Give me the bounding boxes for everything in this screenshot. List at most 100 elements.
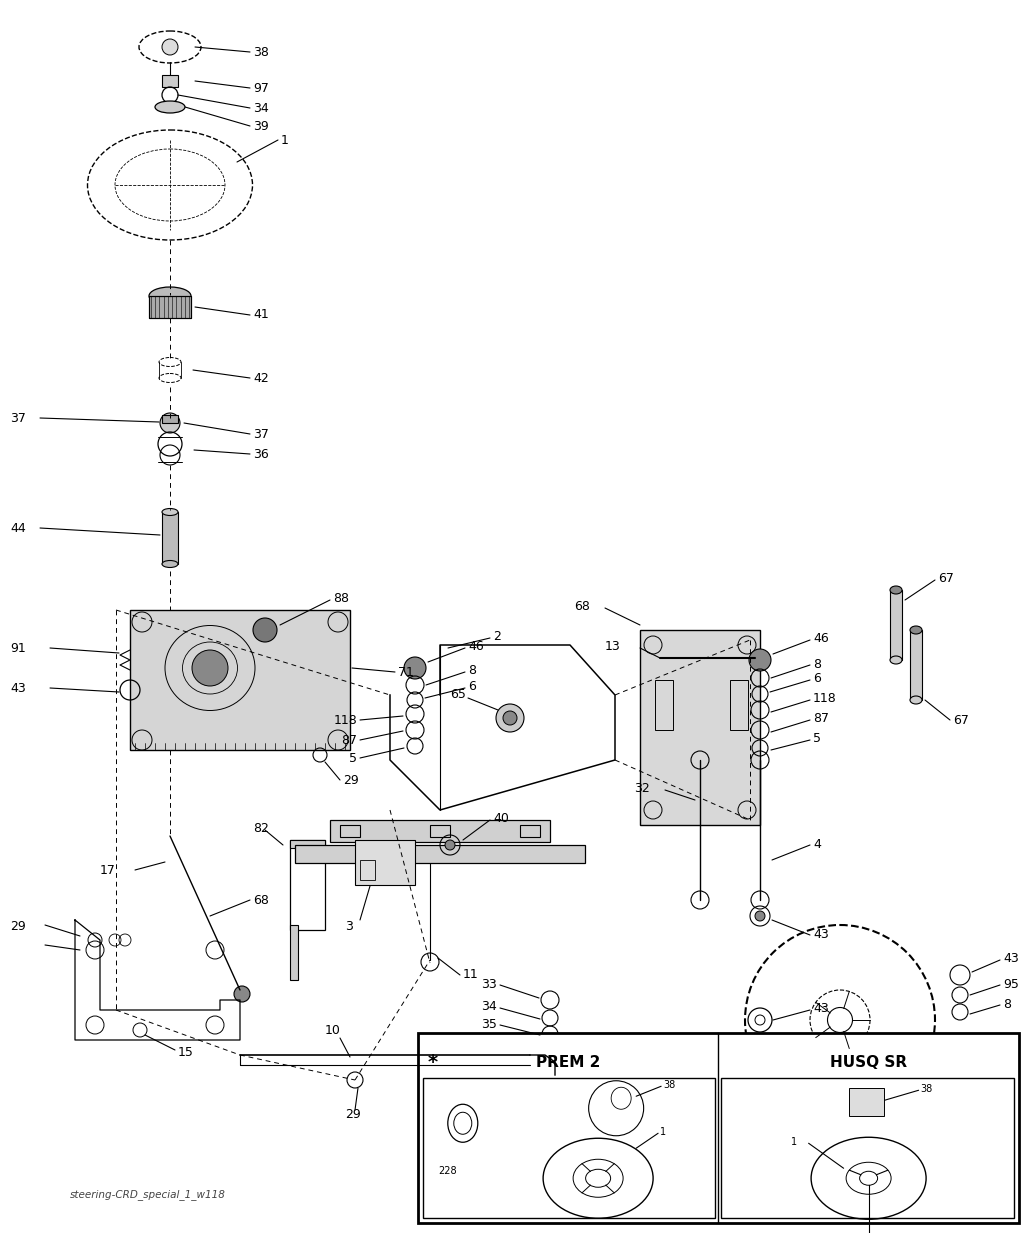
Text: 29: 29 <box>10 920 26 932</box>
Bar <box>162 416 178 423</box>
Ellipse shape <box>890 656 902 665</box>
Text: 33: 33 <box>481 978 497 990</box>
Text: 44: 44 <box>10 522 26 534</box>
Circle shape <box>162 39 178 55</box>
Circle shape <box>160 413 180 433</box>
Text: 8: 8 <box>1002 997 1011 1011</box>
Bar <box>640 630 760 825</box>
Circle shape <box>404 657 426 679</box>
Text: 88: 88 <box>333 593 349 605</box>
Text: 71: 71 <box>398 666 414 678</box>
Text: 87: 87 <box>341 734 357 746</box>
Circle shape <box>253 618 278 642</box>
Bar <box>520 825 540 837</box>
Text: 95: 95 <box>1002 978 1019 990</box>
Text: 65: 65 <box>450 688 466 702</box>
Text: 29: 29 <box>345 1108 360 1122</box>
Circle shape <box>755 911 765 921</box>
Text: 36: 36 <box>253 448 268 460</box>
Text: 6: 6 <box>813 672 821 686</box>
Bar <box>430 825 450 837</box>
Text: 97: 97 <box>253 81 269 95</box>
Text: 4: 4 <box>813 837 821 851</box>
Text: 38: 38 <box>664 1080 676 1090</box>
Bar <box>355 840 415 885</box>
Text: 91: 91 <box>10 641 26 655</box>
Text: 35: 35 <box>481 1017 497 1031</box>
Text: 82: 82 <box>253 821 269 835</box>
Bar <box>162 512 178 563</box>
Text: 29: 29 <box>343 773 358 787</box>
Ellipse shape <box>155 101 185 113</box>
Text: 10: 10 <box>325 1023 341 1037</box>
Text: 42: 42 <box>253 371 268 385</box>
Text: 39: 39 <box>253 120 268 132</box>
Text: 40: 40 <box>493 811 509 825</box>
Bar <box>150 296 191 318</box>
Text: 67: 67 <box>953 714 969 726</box>
Text: 5: 5 <box>813 732 821 746</box>
Circle shape <box>503 711 517 725</box>
Text: steering-CRD_special_1_w118: steering-CRD_special_1_w118 <box>70 1190 226 1201</box>
Text: 1: 1 <box>660 1127 667 1137</box>
Text: *: * <box>428 1053 438 1073</box>
Text: 68: 68 <box>253 894 269 906</box>
Text: 1: 1 <box>281 133 289 147</box>
Ellipse shape <box>890 586 902 594</box>
Text: 2: 2 <box>493 630 501 644</box>
Text: 228: 228 <box>438 1166 457 1176</box>
Bar <box>290 840 325 930</box>
Text: 8: 8 <box>813 657 821 671</box>
Text: 34: 34 <box>253 101 268 115</box>
Circle shape <box>193 650 228 686</box>
Circle shape <box>234 986 250 1002</box>
Text: 8: 8 <box>468 665 476 677</box>
Bar <box>849 1089 884 1116</box>
Text: 38: 38 <box>921 1084 933 1094</box>
Text: 6: 6 <box>468 681 476 693</box>
Ellipse shape <box>162 508 178 515</box>
Bar <box>730 681 748 730</box>
Bar <box>150 296 191 318</box>
Text: 43: 43 <box>1002 953 1019 965</box>
Text: 41: 41 <box>253 308 268 322</box>
Bar <box>655 681 673 730</box>
Text: 11: 11 <box>463 968 479 981</box>
Bar <box>340 825 360 837</box>
Text: 43: 43 <box>813 1001 828 1015</box>
Bar <box>418 1033 1019 1223</box>
Text: 5: 5 <box>349 751 357 764</box>
Text: 46: 46 <box>813 633 828 646</box>
Text: 32: 32 <box>634 782 650 794</box>
Bar <box>721 1078 1014 1218</box>
Ellipse shape <box>162 561 178 567</box>
Bar <box>890 591 902 660</box>
Text: 43: 43 <box>10 682 26 694</box>
Text: HUSQ SR: HUSQ SR <box>830 1055 907 1070</box>
Text: 68: 68 <box>574 599 590 613</box>
Bar <box>295 845 585 863</box>
Bar <box>162 75 178 88</box>
Text: 15: 15 <box>178 1046 194 1058</box>
Text: 118: 118 <box>333 714 357 726</box>
Text: 13: 13 <box>604 640 620 652</box>
Text: 43: 43 <box>813 928 828 942</box>
Text: 118: 118 <box>813 693 837 705</box>
Ellipse shape <box>910 626 922 634</box>
Bar <box>330 820 550 842</box>
Bar <box>423 1078 716 1218</box>
Text: 38: 38 <box>253 46 269 58</box>
Text: 34: 34 <box>481 1000 497 1014</box>
Text: 37: 37 <box>253 428 269 440</box>
Ellipse shape <box>910 695 922 704</box>
Bar <box>360 859 375 880</box>
Circle shape <box>749 649 771 671</box>
Bar <box>290 925 298 980</box>
Text: 46: 46 <box>468 640 483 653</box>
Text: PREM 2: PREM 2 <box>536 1055 600 1070</box>
Text: 1: 1 <box>791 1137 797 1147</box>
Circle shape <box>445 840 455 850</box>
Bar <box>130 610 350 750</box>
Bar <box>910 630 922 700</box>
Text: 67: 67 <box>938 572 954 586</box>
